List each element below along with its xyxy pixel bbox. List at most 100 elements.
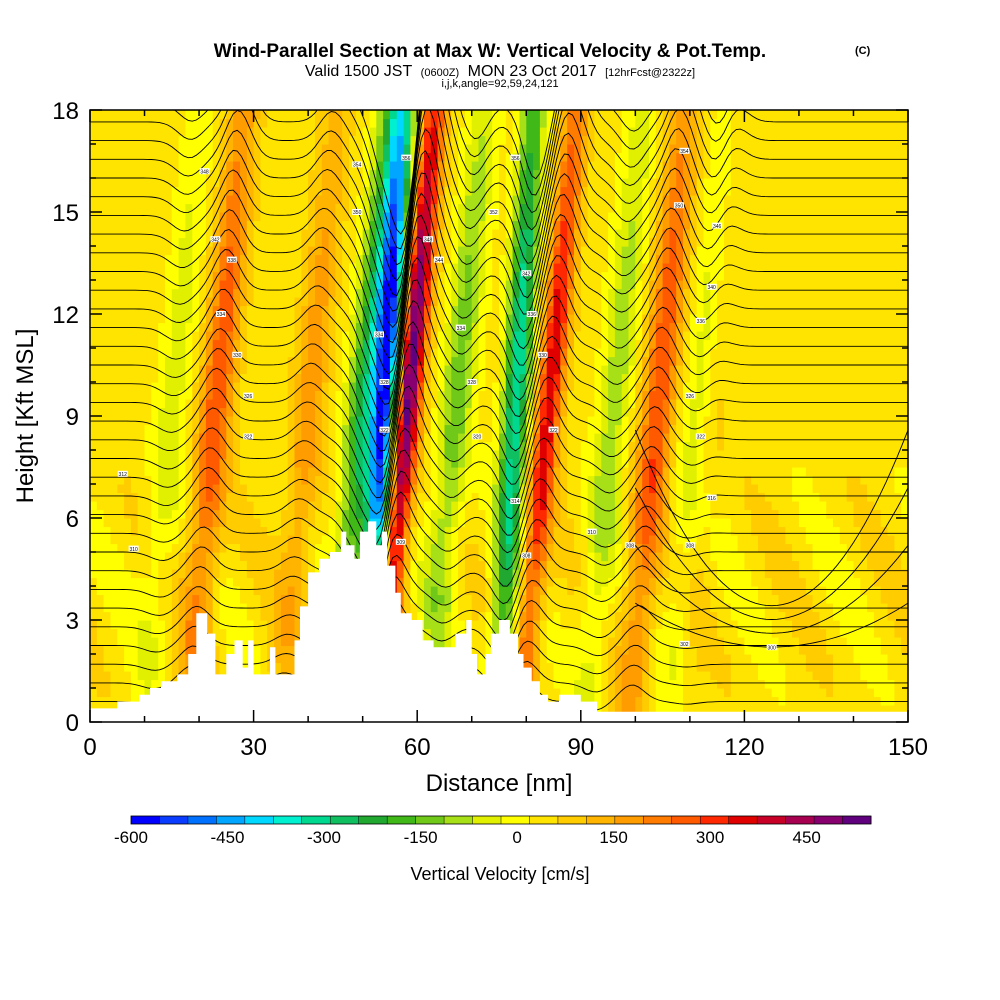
velocity-cell <box>485 407 493 417</box>
velocity-cell <box>280 314 289 324</box>
velocity-cell <box>274 535 282 545</box>
velocity-cell <box>103 688 111 698</box>
velocity-cell <box>301 441 309 451</box>
velocity-cell <box>117 152 125 162</box>
velocity-cell <box>417 118 425 128</box>
velocity-cell <box>96 365 105 375</box>
velocity-cell <box>403 526 411 536</box>
velocity-cell <box>192 560 200 570</box>
velocity-cell <box>185 552 193 562</box>
velocity-cell <box>117 254 125 264</box>
velocity-cell <box>321 407 330 417</box>
velocity-cell <box>533 186 541 196</box>
velocity-cell <box>233 509 241 519</box>
velocity-cell <box>240 356 248 366</box>
velocity-cell <box>253 407 261 417</box>
velocity-cell <box>478 441 486 451</box>
velocity-cell <box>512 127 520 137</box>
velocity-cell <box>233 220 241 230</box>
velocity-cell <box>546 492 555 502</box>
velocity-cell <box>253 526 261 536</box>
velocity-cell <box>144 331 152 341</box>
velocity-cell <box>130 475 139 485</box>
velocity-cell <box>546 288 555 298</box>
velocity-cell <box>199 569 207 579</box>
velocity-cell <box>328 492 336 502</box>
velocity-cell <box>171 169 180 179</box>
velocity-cell <box>144 297 152 307</box>
velocity-cell <box>417 195 425 205</box>
velocity-cell <box>240 314 248 324</box>
velocity-cell <box>171 110 180 120</box>
velocity-cell <box>505 203 514 213</box>
velocity-cell <box>233 399 241 409</box>
velocity-cell <box>212 492 221 502</box>
velocity-cell <box>430 135 439 145</box>
velocity-cell <box>260 594 268 604</box>
velocity-cell <box>383 373 391 383</box>
velocity-cell <box>505 560 514 570</box>
velocity-cell <box>349 382 357 392</box>
velocity-cell <box>355 467 364 477</box>
velocity-cell <box>321 305 330 315</box>
velocity-cell <box>553 458 561 468</box>
velocity-cell <box>240 195 248 205</box>
velocity-cell <box>110 110 118 120</box>
velocity-cell <box>233 297 241 307</box>
velocity-cell <box>451 212 459 222</box>
velocity-cell <box>464 424 473 434</box>
velocity-cell <box>342 135 350 145</box>
velocity-cell <box>287 620 296 630</box>
velocity-cell <box>546 645 555 655</box>
velocity-cell <box>560 671 568 681</box>
velocity-cell <box>485 569 493 579</box>
velocity-cell <box>321 144 330 154</box>
velocity-cell <box>410 458 418 468</box>
velocity-cell <box>437 569 445 579</box>
velocity-cell <box>315 365 323 375</box>
velocity-cell <box>96 577 105 587</box>
velocity-cell <box>362 382 371 392</box>
velocity-cell <box>137 407 146 417</box>
velocity-cell <box>315 475 323 485</box>
velocity-cell <box>103 501 111 511</box>
velocity-cell <box>178 620 186 630</box>
velocity-cell <box>233 441 241 451</box>
velocity-cell <box>553 594 561 604</box>
velocity-cell <box>287 543 296 553</box>
velocity-cell <box>424 271 432 281</box>
velocity-cell <box>260 339 268 349</box>
velocity-cell <box>424 365 432 375</box>
velocity-cell <box>308 356 316 366</box>
velocity-cell <box>458 135 466 145</box>
velocity-cell <box>158 526 166 536</box>
velocity-cell <box>171 178 180 188</box>
velocity-cell <box>287 441 296 451</box>
velocity-cell <box>90 424 98 434</box>
velocity-cell <box>280 399 289 409</box>
velocity-cell <box>546 254 555 264</box>
velocity-cell <box>165 433 173 443</box>
velocity-cell <box>96 679 105 689</box>
velocity-cell <box>274 280 282 290</box>
velocity-cell <box>294 203 302 213</box>
velocity-cell <box>362 212 371 222</box>
velocity-cell <box>492 135 500 145</box>
velocity-cell <box>546 441 555 451</box>
velocity-cell <box>287 407 296 417</box>
velocity-cell <box>274 161 282 171</box>
velocity-cell <box>253 348 261 358</box>
velocity-cell <box>240 441 248 451</box>
velocity-cell <box>96 467 105 477</box>
velocity-cell <box>260 280 268 290</box>
velocity-cell <box>192 314 200 324</box>
velocity-cell <box>226 390 234 400</box>
velocity-cell <box>410 492 418 502</box>
velocity-cell <box>362 331 371 341</box>
velocity-cell <box>192 127 200 137</box>
velocity-cell <box>178 229 186 239</box>
velocity-cell <box>117 543 125 553</box>
velocity-cell <box>103 484 111 494</box>
velocity-cell <box>355 331 364 341</box>
velocity-cell <box>137 518 146 528</box>
